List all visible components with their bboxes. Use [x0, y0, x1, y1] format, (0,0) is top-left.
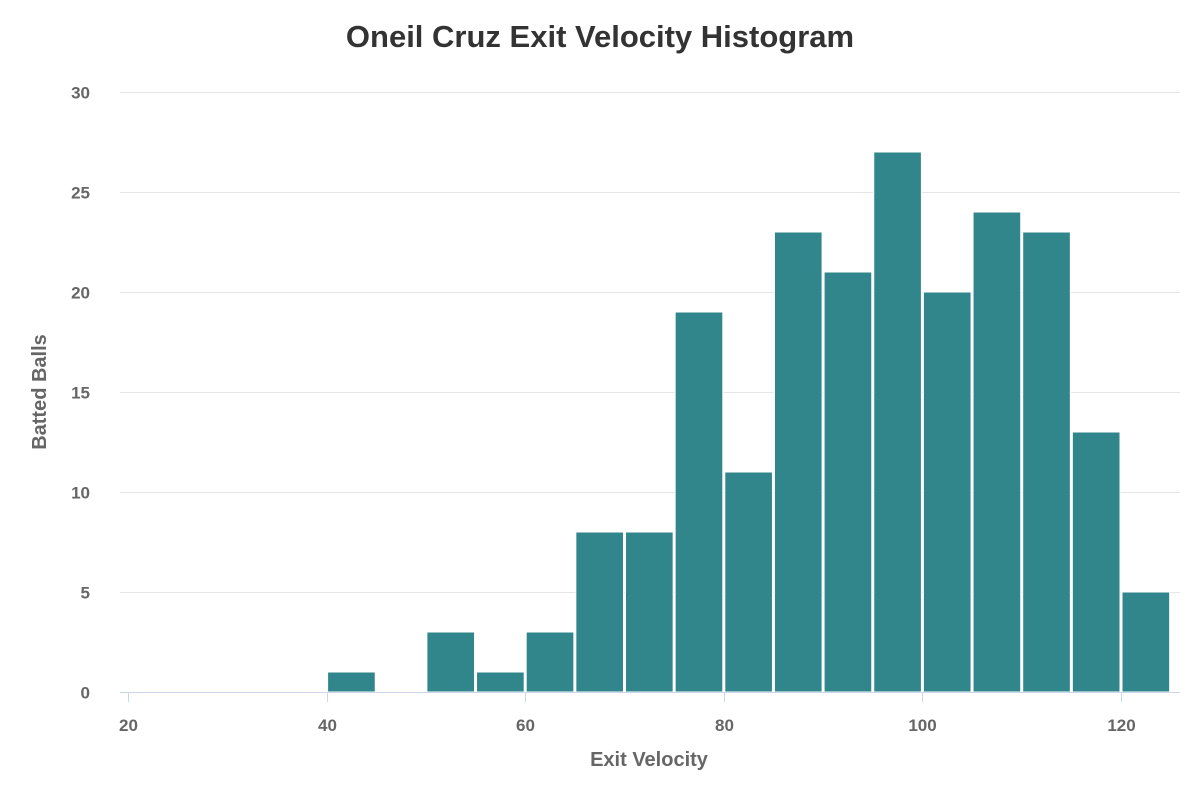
- histogram-bar: [823, 271, 873, 693]
- y-tick-label: 15: [71, 384, 90, 403]
- y-tick-label: 25: [71, 184, 90, 203]
- x-tick-label: 60: [516, 716, 535, 735]
- histogram-bar: [525, 631, 575, 693]
- histogram-bar: [1071, 431, 1121, 693]
- histogram-bar: [575, 531, 624, 693]
- y-tick-label: 30: [71, 84, 90, 103]
- histogram-bar: [476, 671, 525, 693]
- x-tick-label: 80: [715, 716, 734, 735]
- x-tick-label: 120: [1107, 716, 1135, 735]
- histogram-bar: [972, 211, 1022, 693]
- histogram-bar: [674, 311, 724, 693]
- histogram-bar: [1121, 591, 1171, 693]
- y-tick-label: 20: [71, 284, 90, 303]
- bars: [327, 151, 1171, 693]
- histogram-bar: [873, 151, 922, 693]
- y-axis-title: Batted Balls: [29, 334, 51, 450]
- x-axis-title: Exit Velocity: [590, 749, 709, 771]
- x-tick-label: 100: [908, 716, 936, 735]
- x-axis-ticks: 20 40 60 80 100 120: [119, 692, 1136, 735]
- x-tick-label: 40: [318, 716, 337, 735]
- histogram-bar: [426, 631, 476, 693]
- histogram-bar: [773, 231, 823, 693]
- y-tick-label: 5: [81, 584, 90, 603]
- x-tick-label: 20: [119, 716, 138, 735]
- chart-title: Oneil Cruz Exit Velocity Histogram: [346, 19, 854, 54]
- histogram-bar: [625, 531, 674, 693]
- histogram-bar: [724, 471, 773, 693]
- histogram-bar: [922, 291, 972, 693]
- y-axis-ticks: 0 5 10 15 20 25 30: [71, 84, 90, 703]
- y-tick-label: 0: [81, 684, 90, 703]
- y-tick-label: 10: [71, 484, 90, 503]
- histogram-bar: [1022, 231, 1071, 693]
- histogram-bar: [327, 671, 376, 693]
